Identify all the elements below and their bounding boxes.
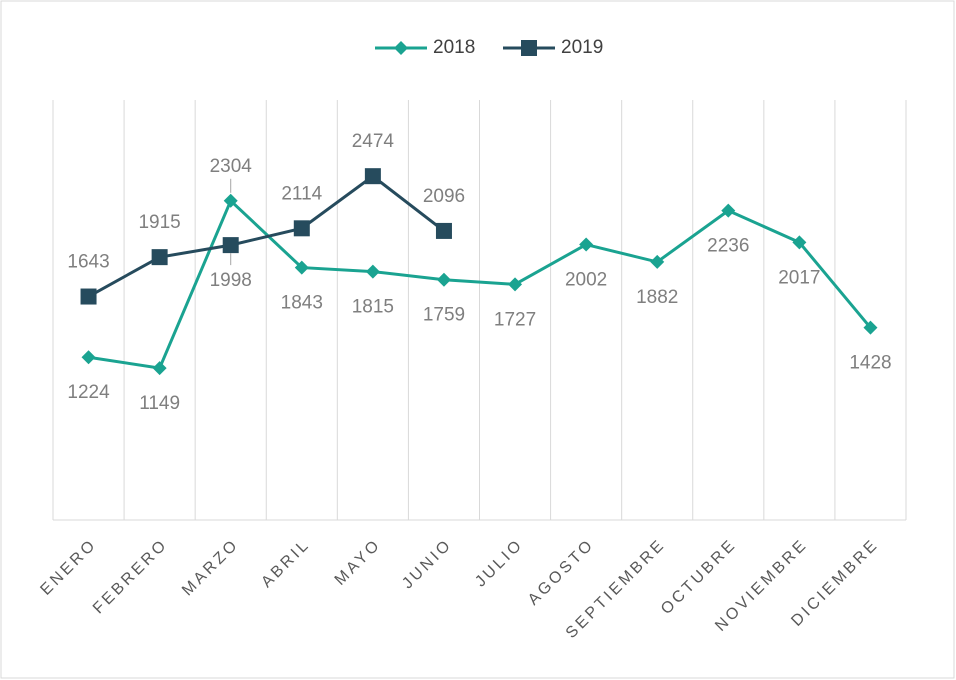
- point-marker: [152, 361, 167, 376]
- data-label: 1998: [210, 270, 252, 291]
- data-label: 2474: [352, 131, 395, 152]
- point-marker: [394, 41, 408, 55]
- point-marker: [435, 222, 452, 239]
- legend-label: 2019: [561, 37, 603, 58]
- point-marker: [579, 237, 594, 252]
- data-label: 2236: [707, 236, 749, 257]
- point-marker: [294, 260, 309, 275]
- data-label: 2304: [210, 156, 253, 177]
- point-marker: [436, 272, 451, 287]
- data-label: 1815: [352, 297, 394, 318]
- data-label: 2017: [778, 267, 820, 288]
- point-marker: [508, 277, 523, 292]
- point-marker: [81, 350, 96, 365]
- data-label: 1224: [67, 382, 110, 403]
- data-label: 1915: [138, 212, 180, 233]
- data-label: 2002: [565, 270, 607, 291]
- data-label: 1428: [849, 353, 891, 374]
- point-marker: [364, 168, 381, 185]
- point-marker: [721, 203, 736, 218]
- data-label: 1643: [67, 252, 109, 273]
- point-marker: [521, 40, 537, 56]
- data-label: 1759: [423, 305, 465, 326]
- point-marker: [80, 288, 97, 305]
- data-label: 2114: [281, 183, 322, 204]
- point-marker: [223, 193, 238, 208]
- series-line: [88, 198, 872, 370]
- data-label: 1727: [494, 309, 536, 330]
- point-marker: [792, 235, 807, 250]
- point-marker: [222, 237, 239, 254]
- data-label: 2096: [423, 186, 465, 207]
- series-line: [87, 174, 445, 298]
- data-label: 1843: [281, 293, 323, 314]
- data-label: 1882: [636, 287, 678, 308]
- legend-label: 2018: [433, 37, 475, 58]
- data-label: 1149: [139, 393, 180, 414]
- point-marker: [650, 254, 665, 269]
- point-marker: [293, 220, 310, 237]
- point-marker: [151, 249, 168, 266]
- point-marker: [863, 320, 878, 335]
- point-marker: [365, 264, 380, 279]
